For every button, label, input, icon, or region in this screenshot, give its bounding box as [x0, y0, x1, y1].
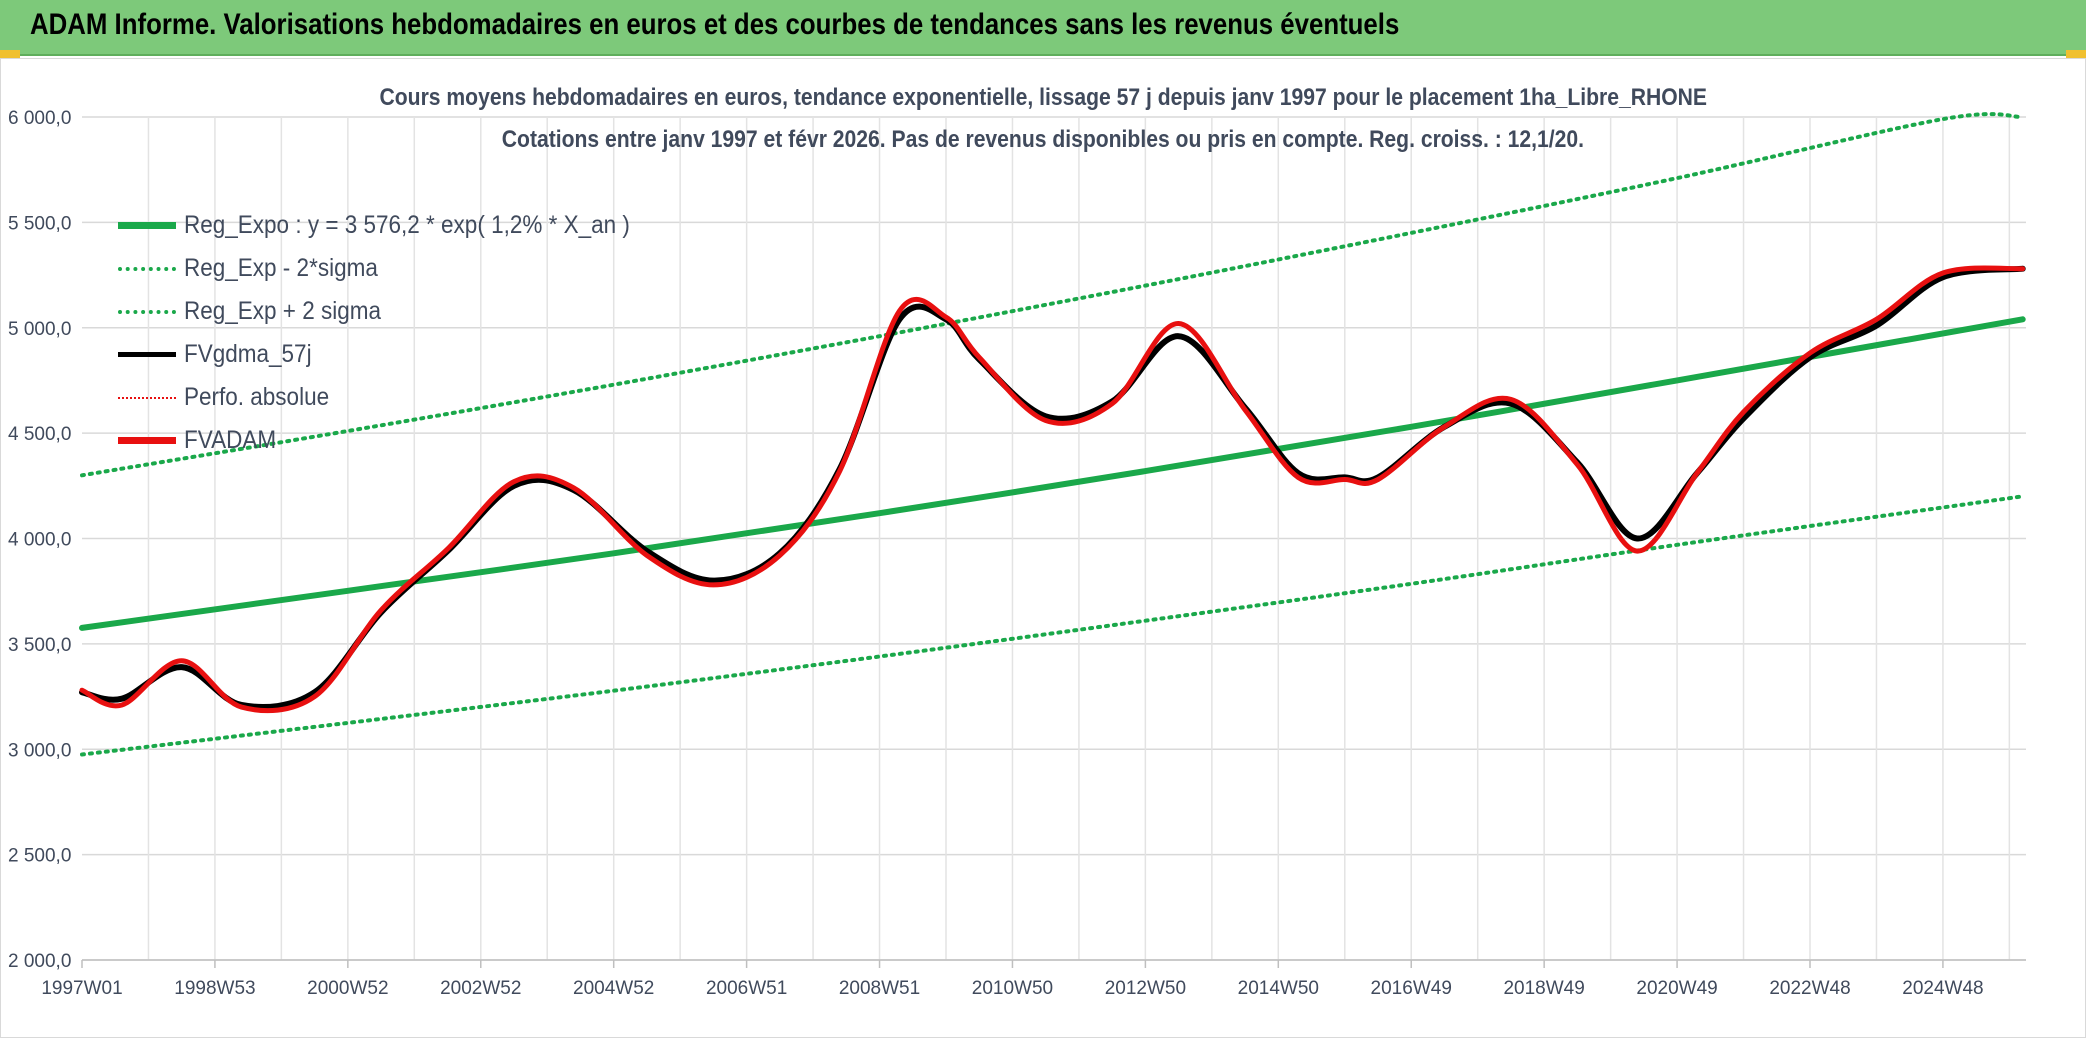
- legend-item-perfo: Perfo. absolue: [118, 376, 679, 419]
- y-tick-label: 4 000,0: [8, 530, 71, 551]
- legend-label-reg-expo: Reg_Expo : y = 3 576,2 * exp( 1,2% * X_a…: [184, 211, 630, 239]
- y-tick-label: 2 000,0: [8, 951, 71, 972]
- x-tick-label: 2018W49: [1503, 978, 1584, 999]
- series-reg-exp-plus-2sigma: [80, 112, 2025, 478]
- legend-label-reg-exp-minus: Reg_Exp - 2*sigma: [184, 254, 378, 282]
- series-lines: [79, 112, 2026, 757]
- axes: 2 000,0 2 500,0 3 000,0 3 500,0 4 000,0 4 500…: [8, 108, 2026, 999]
- chart-title-line2: Cotations entre janv 1997 et févr 2026. …: [501, 126, 1585, 153]
- y-tick-label: 3 500,0: [8, 635, 71, 656]
- x-tick-label: 2014W50: [1238, 978, 1319, 999]
- y-tick-label: 3 000,0: [8, 740, 71, 761]
- legend-label-reg-exp-plus: Reg_Exp + 2 sigma: [184, 297, 381, 325]
- y-tick-label: 6 000,0: [8, 108, 71, 129]
- legend-item-reg-exp-plus: Reg_Exp + 2 sigma: [118, 290, 679, 333]
- legend-item-fvgdma: FVgdma_57j: [118, 333, 679, 376]
- y-tick-label: 2 500,0: [8, 846, 71, 867]
- series-reg-exp-minus-2sigma: [80, 494, 2025, 757]
- y-tick-label: 5 000,0: [8, 319, 71, 340]
- x-tick-label: 1998W53: [174, 978, 255, 999]
- x-tick-label: 2020W49: [1636, 978, 1717, 999]
- report-banner: ADAM Informe. Valorisations hebdomadaire…: [0, 0, 2086, 56]
- x-tick-label: 2016W49: [1371, 978, 1452, 999]
- legend-swatch-reg-exp-plus: [118, 309, 176, 314]
- x-tick-label: 1997W01: [41, 978, 122, 999]
- legend-label-fvadam: FVADAM: [184, 426, 277, 454]
- y-tick-label: 5 500,0: [8, 213, 71, 234]
- chart-title-line1: Cours moyens hebdomadaires en euros, ten…: [379, 84, 1707, 111]
- x-tick-label: 2012W50: [1105, 978, 1186, 999]
- legend-item-reg-exp-minus: Reg_Exp - 2*sigma: [118, 247, 679, 290]
- legend-label-fvgdma: FVgdma_57j: [184, 340, 312, 368]
- gridlines: [82, 116, 2026, 961]
- x-tick-label: 2000W52: [307, 978, 388, 999]
- legend-swatch-reg-exp-minus: [118, 266, 176, 271]
- x-tick-label: 2008W51: [839, 978, 920, 999]
- legend-item-reg-expo: Reg_Expo : y = 3 576,2 * exp( 1,2% * X_a…: [118, 204, 679, 247]
- chart-legend: Reg_Expo : y = 3 576,2 * exp( 1,2% * X_a…: [118, 204, 679, 462]
- legend-item-fvadam: FVADAM: [118, 419, 679, 462]
- legend-swatch-fvgdma: [118, 352, 176, 357]
- corner-mark-right: [2066, 50, 2086, 58]
- legend-swatch-fvadam: [118, 437, 176, 444]
- corner-mark-left: [0, 50, 20, 58]
- legend-label-perfo: Perfo. absolue: [184, 383, 330, 411]
- series-fvadam: [79, 265, 2026, 714]
- series-reg-expo: [79, 316, 2026, 631]
- x-tick-label: 2024W48: [1902, 978, 1983, 999]
- x-tick-label: 2006W51: [706, 978, 787, 999]
- y-tick-label: 4 500,0: [8, 424, 71, 445]
- legend-swatch-reg-expo: [118, 222, 176, 229]
- x-tick-label: 2010W50: [972, 978, 1053, 999]
- x-tick-label: 2004W52: [573, 978, 654, 999]
- report-title: ADAM Informe. Valorisations hebdomadaire…: [30, 8, 1400, 41]
- x-tick-label: 2002W52: [440, 978, 521, 999]
- x-tick-label: 2022W48: [1769, 978, 1850, 999]
- legend-swatch-perfo: [118, 396, 176, 399]
